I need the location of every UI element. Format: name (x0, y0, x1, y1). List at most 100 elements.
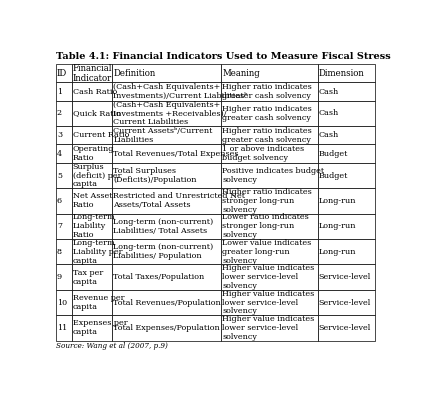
Text: Higher value indicates
lower service-level
solvency: Higher value indicates lower service-lev… (222, 290, 315, 316)
Text: Lower value indicates
greater long-run
solvency: Lower value indicates greater long-run s… (222, 239, 312, 265)
Text: Cash: Cash (319, 131, 339, 139)
Bar (222, 290, 317, 315)
Text: Tax per
capita: Tax per capita (72, 269, 103, 286)
Text: Budget: Budget (319, 150, 348, 158)
Text: Lower ratio indicates
stronger long-run
solvency: Lower ratio indicates stronger long-run … (222, 213, 309, 239)
Bar (222, 239, 317, 264)
Text: 1: 1 (57, 87, 62, 95)
Bar (56, 315, 72, 340)
Bar (222, 144, 317, 163)
Text: Higher value indicates
lower service-level
solvency: Higher value indicates lower service-lev… (222, 315, 315, 341)
Bar (112, 101, 222, 126)
Bar (222, 126, 317, 144)
Bar (112, 144, 222, 163)
Bar (317, 83, 374, 101)
Text: Quick Ratio: Quick Ratio (72, 109, 121, 117)
Bar (72, 64, 112, 83)
Text: Positive indicates budget
solvency: Positive indicates budget solvency (222, 167, 325, 184)
Bar (317, 64, 374, 83)
Text: Cash: Cash (319, 109, 339, 117)
Bar (317, 126, 374, 144)
Text: 4: 4 (57, 150, 62, 158)
Text: Long-run: Long-run (319, 197, 356, 205)
Text: 1 or above indicates
budget solvency: 1 or above indicates budget solvency (222, 145, 305, 162)
Text: Total Taxes/Population: Total Taxes/Population (113, 273, 204, 281)
Text: 9: 9 (57, 273, 62, 281)
Text: Source: Wang et al (2007, p.9): Source: Wang et al (2007, p.9) (56, 342, 168, 350)
Text: 3: 3 (57, 131, 62, 139)
Bar (317, 144, 374, 163)
Bar (72, 214, 112, 239)
Text: Service-level: Service-level (319, 298, 371, 306)
Bar (222, 264, 317, 290)
Bar (222, 188, 317, 214)
Bar (72, 144, 112, 163)
Bar (56, 83, 72, 101)
Text: Surplus
(deficit) per
capita: Surplus (deficit) per capita (72, 163, 121, 188)
Text: 2: 2 (57, 109, 62, 117)
Text: Total Expenses/Population: Total Expenses/Population (113, 324, 220, 332)
Bar (222, 214, 317, 239)
Text: Cash: Cash (319, 87, 339, 95)
Bar (317, 101, 374, 126)
Bar (222, 101, 317, 126)
Bar (222, 315, 317, 340)
Text: Higher ratio indicates
greater cash solvency: Higher ratio indicates greater cash solv… (222, 105, 312, 122)
Text: Higher ratio indicates
stronger long-run
solvency: Higher ratio indicates stronger long-run… (222, 188, 312, 214)
Bar (72, 315, 112, 340)
Text: Total Revenues/Total Expenses: Total Revenues/Total Expenses (113, 150, 239, 158)
Bar (56, 239, 72, 264)
Text: ID: ID (57, 69, 67, 78)
Text: 8: 8 (57, 248, 62, 256)
Bar (72, 239, 112, 264)
Text: Higher value indicates
lower service-level
solvency: Higher value indicates lower service-lev… (222, 264, 315, 290)
Bar (222, 163, 317, 188)
Text: Long-term (non-current)
Liabilities/ Total Assets: Long-term (non-current) Liabilities/ Tot… (113, 218, 213, 235)
Bar (56, 101, 72, 126)
Bar (222, 83, 317, 101)
Text: Financial
Indicator: Financial Indicator (72, 64, 112, 83)
Text: Operating
Ratio: Operating Ratio (72, 145, 114, 162)
Text: Definition: Definition (113, 69, 155, 78)
Text: Net Asset
Ratio: Net Asset Ratio (72, 192, 112, 209)
Text: Higher ratio indicates
greater cash solvency: Higher ratio indicates greater cash solv… (222, 127, 312, 144)
Bar (56, 188, 72, 214)
Bar (317, 264, 374, 290)
Text: Long-run: Long-run (319, 248, 356, 256)
Text: Total Revenues/Population: Total Revenues/Population (113, 298, 221, 306)
Text: Expenses per
capita: Expenses per capita (72, 320, 127, 336)
Text: 6: 6 (57, 197, 62, 205)
Bar (56, 290, 72, 315)
Text: Revenue per
capita: Revenue per capita (72, 294, 124, 311)
Bar (112, 126, 222, 144)
Text: Meaning: Meaning (222, 69, 260, 78)
Text: Total Surpluses
(Deficits)/Population: Total Surpluses (Deficits)/Population (113, 167, 197, 184)
Text: Budget: Budget (319, 172, 348, 180)
Text: 5: 5 (57, 172, 62, 180)
Bar (112, 264, 222, 290)
Text: Table 4.1: Financial Indicators Used to Measure Fiscal Stress: Table 4.1: Financial Indicators Used to … (56, 52, 391, 61)
Bar (56, 264, 72, 290)
Text: Current Assetsᵇ/Current
Liabilities: Current Assetsᵇ/Current Liabilities (113, 127, 213, 144)
Text: Long-term (non-current)
Liabilities/ Population: Long-term (non-current) Liabilities/ Pop… (113, 243, 213, 260)
Bar (56, 163, 72, 188)
Bar (317, 315, 374, 340)
Bar (222, 64, 317, 83)
Bar (56, 214, 72, 239)
Bar (112, 315, 222, 340)
Text: Long-term
Liability
Ratio: Long-term Liability Ratio (72, 213, 115, 239)
Bar (317, 290, 374, 315)
Text: Service-level: Service-level (319, 324, 371, 332)
Text: Service-level: Service-level (319, 273, 371, 281)
Bar (56, 144, 72, 163)
Bar (72, 290, 112, 315)
Bar (72, 188, 112, 214)
Bar (72, 264, 112, 290)
Text: Long-term
Liability per
capita: Long-term Liability per capita (72, 239, 122, 265)
Bar (112, 83, 222, 101)
Bar (56, 64, 72, 83)
Bar (112, 188, 222, 214)
Text: Long-run: Long-run (319, 222, 356, 230)
Text: 11: 11 (57, 324, 67, 332)
Bar (112, 64, 222, 83)
